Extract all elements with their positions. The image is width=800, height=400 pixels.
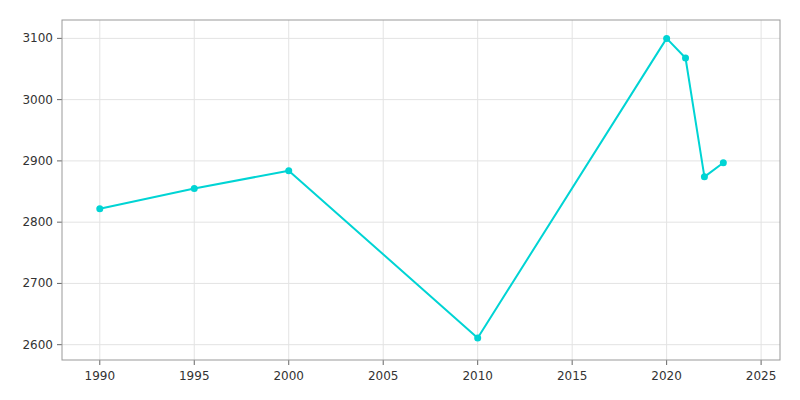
point [663,35,670,42]
x-tick [477,360,478,365]
y-tick [57,160,62,161]
x-grid-line [666,20,667,360]
y-tick-label: 2800 [22,215,53,229]
point [191,185,198,192]
series [96,35,727,342]
x-grid-line [761,20,762,360]
y-tick-label: 3100 [22,31,53,45]
plot-frame [62,20,780,360]
x-tick-label: 2015 [557,369,588,383]
point [474,334,481,341]
y-grid-line [62,344,780,345]
x-tick-label: 1995 [179,369,210,383]
chart-container: 1990 1995 2000 2005 2010 2015 2020 2025 2600 2700… [0,0,800,400]
x-tick-label: 2025 [746,369,777,383]
x-grid-line [383,20,384,360]
y-grid-line [62,222,780,223]
plot-background [62,20,780,360]
x-tick-label: 2010 [462,369,493,383]
axes: 1990 1995 2000 2005 2010 2015 2020 2025 2600 2700… [22,20,780,383]
x-tick [761,360,762,365]
x-tick [383,360,384,365]
y-tick-label: 2700 [22,276,53,290]
y-tick-label: 2900 [22,154,53,168]
y-grid-line [62,99,780,100]
y-tick-label: 3000 [22,93,53,107]
point [285,167,292,174]
x-grid-line [288,20,289,360]
x-tick [666,360,667,365]
x-grid-line [477,20,478,360]
point [701,173,708,180]
point [720,159,727,166]
chart-svg: 1990 1995 2000 2005 2010 2015 2020 2025 2600 2700… [0,0,800,400]
x-tick-label: 2020 [651,369,682,383]
y-grid-line [62,38,780,39]
x-tick-label: 2000 [273,369,304,383]
y-tick [57,344,62,345]
x-tick [194,360,195,365]
y-grid-line [62,283,780,284]
x-grid-line [99,20,100,360]
y-tick [57,99,62,100]
y-tick [57,283,62,284]
line [100,38,724,338]
y-tick-label: 2600 [22,338,53,352]
point [96,205,103,212]
x-tick [572,360,573,365]
x-tick-label: 2005 [368,369,399,383]
x-tick [288,360,289,365]
grid [62,20,780,360]
x-tick-label: 1990 [85,369,116,383]
y-tick [57,222,62,223]
point [682,54,689,61]
y-grid-line [62,160,780,161]
x-tick [99,360,100,365]
y-tick [57,38,62,39]
